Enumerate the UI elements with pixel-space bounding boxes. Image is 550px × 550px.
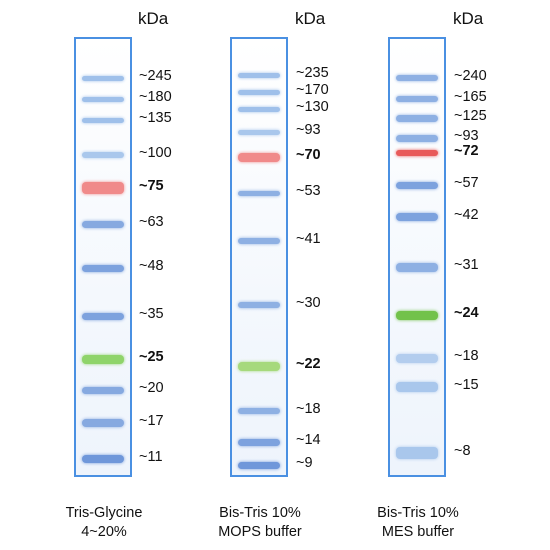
caption-line-1: Tris-Glycine: [65, 505, 143, 521]
marker-label: ~42: [454, 207, 479, 223]
protein-band: [238, 152, 280, 162]
protein-band: [238, 106, 280, 112]
protein-band: [82, 419, 124, 427]
marker-label: ~53: [296, 183, 321, 199]
protein-band: [396, 262, 438, 272]
caption-line-2: MES buffer: [381, 524, 455, 540]
protein-band: [396, 181, 438, 189]
caption-line-1: Bis-Tris 10%: [219, 505, 301, 521]
marker-label: ~24: [454, 305, 479, 321]
gel-lane-2: [230, 37, 288, 477]
marker-label: ~15: [454, 377, 479, 393]
protein-band: [238, 129, 280, 135]
protein-band: [396, 213, 438, 221]
marker-label: ~18: [454, 348, 479, 364]
unit-label-kda: kDa: [453, 9, 484, 28]
marker-label: ~240: [454, 68, 487, 84]
marker-label: ~25: [139, 349, 164, 365]
caption-line-2: MOPS buffer: [218, 524, 302, 540]
marker-label: ~11: [139, 449, 163, 465]
marker-label: ~72: [454, 143, 479, 159]
marker-label: ~14: [296, 432, 321, 448]
gel-lane-1: [74, 37, 132, 477]
marker-label: ~235: [296, 65, 329, 81]
protein-band: [396, 382, 438, 392]
marker-label: ~30: [296, 295, 321, 311]
marker-label: ~48: [139, 258, 164, 274]
unit-label-kda: kDa: [138, 9, 169, 28]
marker-label: ~18: [296, 401, 321, 417]
marker-label: ~135: [139, 110, 172, 126]
protein-band: [238, 408, 280, 414]
protein-band: [82, 75, 124, 81]
marker-label: ~35: [139, 306, 164, 322]
ladder-caption: Bis-Tris 10% MOPS buffer: [190, 504, 330, 542]
marker-label: ~70: [296, 147, 321, 163]
protein-band: [82, 117, 124, 123]
protein-band: [82, 96, 124, 102]
protein-band: [82, 455, 124, 463]
marker-label: ~57: [454, 175, 479, 191]
protein-band: [396, 75, 438, 81]
protein-band: [82, 182, 124, 194]
protein-band: [238, 438, 280, 446]
protein-band: [396, 114, 438, 122]
marker-label: ~75: [139, 178, 164, 194]
protein-band: [396, 353, 438, 363]
marker-label: ~125: [454, 108, 487, 124]
marker-label: ~130: [296, 99, 329, 115]
protein-band: [82, 152, 124, 158]
marker-label: ~165: [454, 89, 487, 105]
protein-band: [82, 220, 124, 228]
marker-label: ~180: [139, 89, 172, 105]
caption-line-1: Bis-Tris 10%: [377, 505, 459, 521]
ladder-caption: Tris-Glycine 4~20%: [34, 504, 174, 542]
protein-band: [82, 354, 124, 364]
marker-label: ~93: [296, 122, 321, 138]
protein-band: [238, 361, 280, 371]
protein-band: [82, 386, 124, 394]
ladder-caption: Bis-Tris 10% MES buffer: [348, 504, 488, 542]
marker-label: ~41: [296, 231, 321, 247]
protein-band: [238, 72, 280, 78]
protein-band: [82, 312, 124, 320]
marker-label: ~9: [296, 455, 313, 471]
marker-label: ~245: [139, 68, 172, 84]
protein-band: [396, 134, 438, 142]
protein-band: [82, 264, 124, 272]
protein-band: [396, 96, 438, 102]
marker-label: ~20: [139, 380, 164, 396]
marker-label: ~22: [296, 356, 321, 372]
marker-label: ~8: [454, 443, 471, 459]
protein-band: [396, 310, 438, 320]
protein-band: [396, 150, 438, 156]
caption-line-2: 4~20%: [81, 524, 127, 540]
protein-band: [238, 461, 280, 469]
protein-band: [238, 238, 280, 244]
gel-lane-3: [388, 37, 446, 477]
protein-band: [238, 302, 280, 308]
protein-band: [238, 89, 280, 95]
marker-label: ~31: [454, 257, 479, 273]
marker-label: ~17: [139, 413, 164, 429]
marker-label: ~63: [139, 214, 164, 230]
protein-band: [238, 190, 280, 196]
marker-label: ~100: [139, 145, 172, 161]
marker-label: ~93: [454, 128, 479, 144]
marker-label: ~170: [296, 82, 329, 98]
protein-band: [396, 447, 438, 459]
unit-label-kda: kDa: [295, 9, 326, 28]
